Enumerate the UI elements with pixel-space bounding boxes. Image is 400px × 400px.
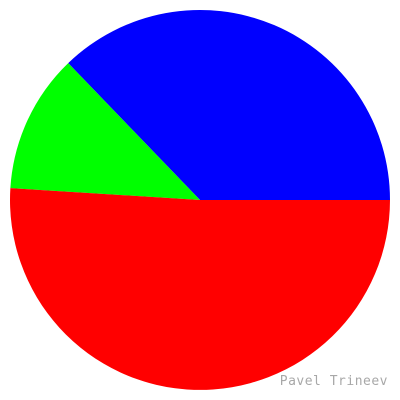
author-credit: Pavel Trineev	[279, 374, 388, 389]
pie-slice-2	[10, 63, 201, 200]
pie-slice-3	[10, 188, 390, 390]
pie-slice-1	[68, 10, 391, 200]
